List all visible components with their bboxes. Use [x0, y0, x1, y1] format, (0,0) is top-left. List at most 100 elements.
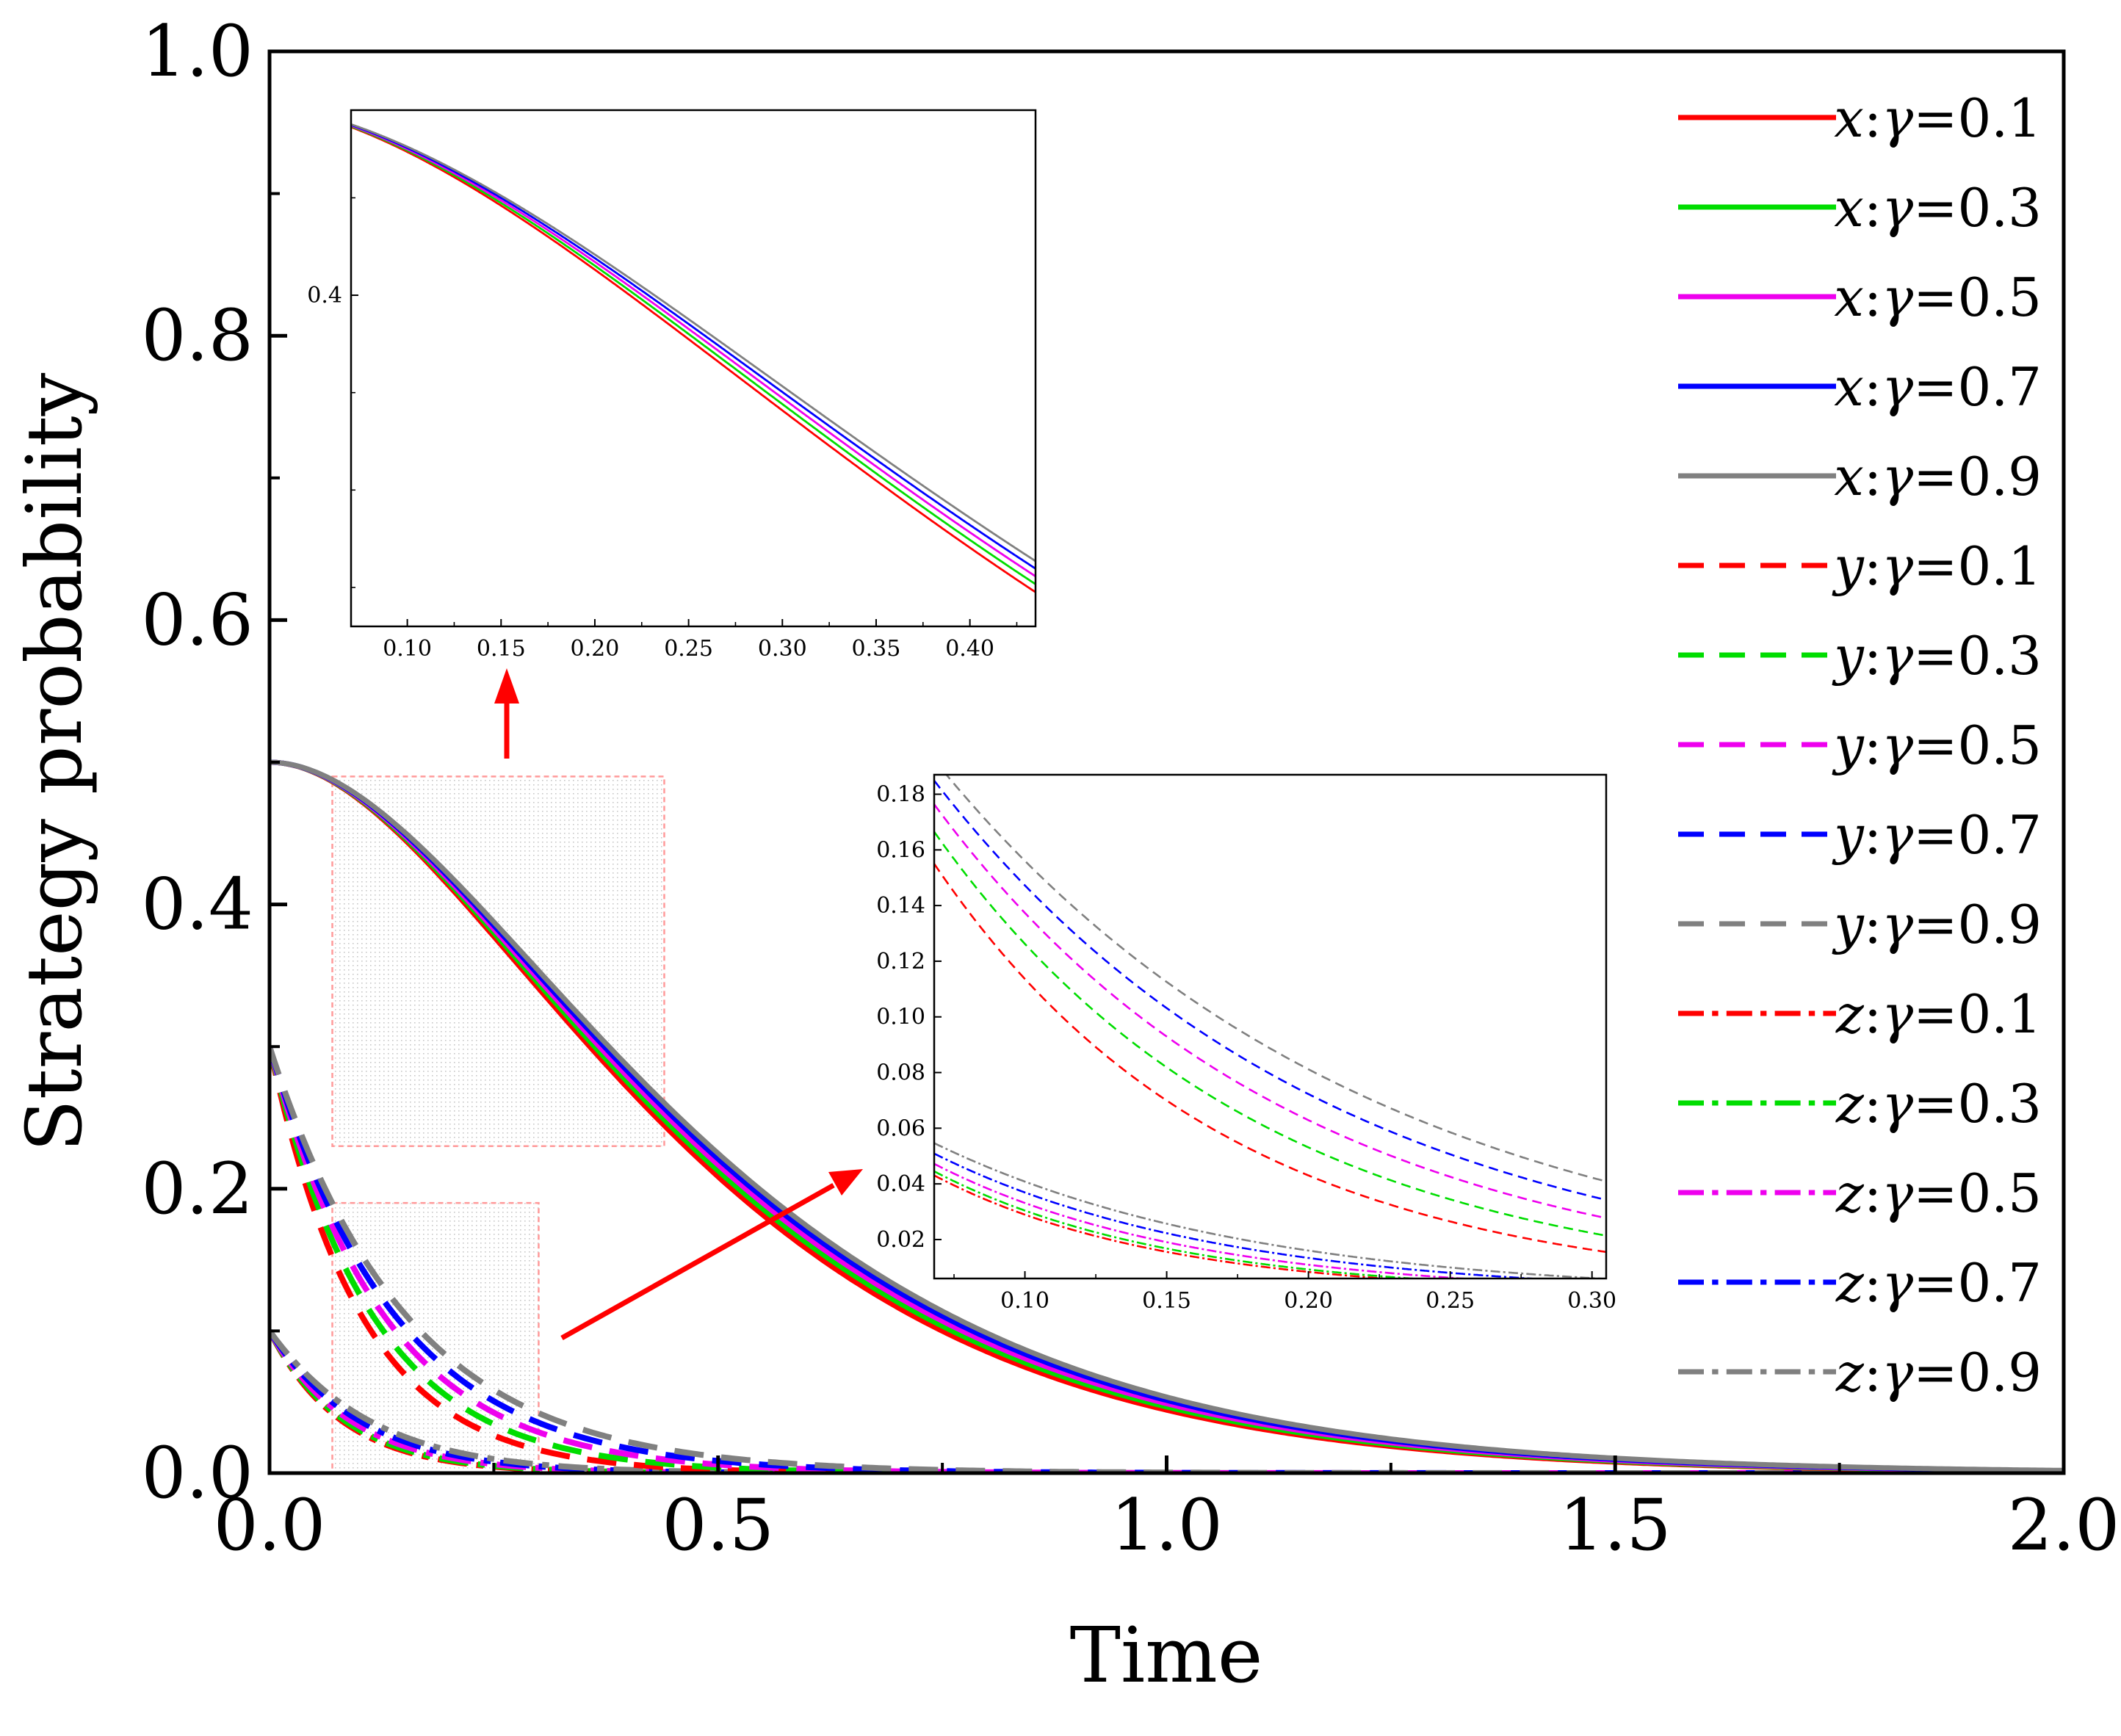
- inset-x-background: [351, 110, 1036, 626]
- main-series-x-gamma-0.9: [270, 759, 2064, 1473]
- inset-x-x-tick-label: 0.35: [852, 636, 901, 662]
- inset-yz-x-tick-label: 0.30: [1567, 1288, 1616, 1314]
- legend-label: y:γ=0.3: [1832, 625, 2042, 687]
- y-axis-title: Strategy probability: [10, 372, 99, 1151]
- arrowhead-up: [494, 668, 519, 704]
- legend-item: z:γ=0.3: [1678, 1073, 2042, 1135]
- inset-yz-curves: [934, 775, 1606, 1279]
- inset-x-x-tick-label: 0.40: [945, 636, 994, 662]
- legend-item: x:γ=0.7: [1678, 356, 2042, 418]
- legend-item: x:γ=0.5: [1678, 267, 2042, 328]
- inset-yz-series-z-gamma-0.7: [934, 1152, 1547, 1279]
- y-tick-label: 0.0: [141, 1432, 253, 1514]
- legend-item: z:γ=0.5: [1678, 1162, 2042, 1224]
- legend-item: z:γ=0.1: [1678, 983, 2042, 1045]
- x-tick-label: 0.0: [214, 1484, 326, 1566]
- legend-label: z:γ=0.7: [1835, 1252, 2042, 1314]
- inset-x-x-tick-label: 0.25: [664, 636, 713, 662]
- legend-item: y:γ=0.7: [1678, 804, 2042, 866]
- inset-x-series-x-gamma-0.7: [351, 123, 1036, 570]
- inset-yz-series-y-gamma-0.3: [934, 831, 1606, 1237]
- legend-label: y:γ=0.7: [1832, 804, 2042, 866]
- inset-yz-ticks: 0.10 0.15 0.20 0.25 0.30 0.02 0.04 0.06 0.08 0.10…: [876, 782, 1616, 1314]
- legend-label: x:γ=0.9: [1834, 446, 2042, 507]
- legend-label: z:γ=0.1: [1835, 983, 2042, 1045]
- inset-yz-frame: [933, 773, 1608, 1280]
- inset-x-curves: [351, 123, 1036, 593]
- inset-yz-y-tick-label: 0.04: [876, 1171, 925, 1197]
- legend-item: z:γ=0.7: [1678, 1252, 2042, 1314]
- inset-x-x-tick-label: 0.20: [571, 636, 620, 662]
- legend-label: y:γ=0.1: [1832, 535, 2042, 597]
- inset-x-series-x-gamma-0.9: [351, 123, 1036, 563]
- main-series-y-gamma-0.5: [270, 1046, 2064, 1473]
- inset-yz-y-tick-label: 0.08: [876, 1060, 925, 1086]
- y-tick-label: 0.6: [141, 579, 253, 661]
- legend-label: y:γ=0.9: [1832, 894, 2042, 955]
- inset-yz-x-tick-label: 0.10: [1000, 1288, 1049, 1314]
- zoom-regions: [331, 775, 665, 1475]
- x-tick-label: 1.5: [1559, 1484, 1672, 1566]
- main-series-z-gamma-0.9: [270, 1329, 2064, 1473]
- inset-yz-y-tick-label: 0.18: [876, 782, 925, 808]
- legend-item: y:γ=0.9: [1678, 894, 2042, 955]
- legend-label: x:γ=0.5: [1834, 267, 2042, 328]
- inset-yz-series-y-gamma-0.7: [934, 780, 1606, 1201]
- x-axis-title: Time: [1070, 1610, 1263, 1700]
- legend-item: y:γ=0.3: [1678, 625, 2042, 687]
- y-tick-label: 0.8: [141, 294, 253, 377]
- inset-x-series-x-gamma-0.5: [351, 124, 1036, 577]
- x-tick-label: 1.0: [1110, 1484, 1223, 1566]
- legend-item: y:γ=0.5: [1678, 715, 2042, 776]
- inset-x-x-tick-label: 0.10: [383, 636, 432, 662]
- inset-yz-series-z-gamma-0.3: [934, 1170, 1426, 1279]
- inset-yz-series-z-gamma-0.5: [934, 1162, 1478, 1279]
- legend-label: x:γ=0.1: [1834, 87, 2042, 149]
- legend-label: y:γ=0.5: [1832, 715, 2042, 776]
- legend-item: x:γ=0.9: [1678, 446, 2042, 507]
- inset-yz-background: [934, 775, 1606, 1279]
- inset-yz-x-tick-label: 0.25: [1426, 1288, 1475, 1314]
- zoom-arrows: [494, 668, 863, 1341]
- inset-x-zoom: 0.10 0.15 0.20 0.25 0.30 0.35 0.40 0.4: [307, 109, 1037, 662]
- legend-item: y:γ=0.1: [1678, 535, 2042, 597]
- inset-x-series-x-gamma-0.3: [351, 125, 1036, 585]
- main-axis-ticks: 0.0 0.5 1.0 1.5 2.0 0.0 0.2 0.4 0.6 0.8 1.0: [141, 10, 2120, 1566]
- inset-yz-y-tick-label: 0.14: [876, 893, 925, 919]
- legend: x:γ=0.1 x:γ=0.3 x:γ=0.5 x:γ=0.7 x:γ=0.9 y:γ=0…: [1678, 87, 2042, 1403]
- inset-yz-x-tick-label: 0.20: [1284, 1288, 1333, 1314]
- legend-item: x:γ=0.3: [1678, 177, 2042, 239]
- legend-item: z:γ=0.9: [1678, 1342, 2042, 1403]
- main-plot: 0.0 0.5 1.0 1.5 2.0 0.0 0.2 0.4 0.6 0.8 1.0 Time S…: [10, 10, 2120, 1700]
- legend-item: x:γ=0.1: [1678, 87, 2042, 149]
- x-tick-label: 0.5: [662, 1484, 774, 1566]
- inset-x-x-tick-label: 0.30: [758, 636, 807, 662]
- inset-x-series-x-gamma-0.1: [351, 126, 1036, 593]
- legend-label: z:γ=0.3: [1835, 1073, 2042, 1135]
- legend-label: z:γ=0.5: [1835, 1162, 2042, 1224]
- inset-x-frame: [350, 109, 1037, 628]
- inset-x-x-tick-label: 0.15: [477, 636, 526, 662]
- inset-yz-y-tick-label: 0.12: [876, 949, 925, 974]
- inset-yz-y-tick-label: 0.16: [876, 837, 925, 863]
- y-tick-label: 0.4: [141, 864, 253, 946]
- x-tick-label: 2.0: [2008, 1484, 2120, 1566]
- inset-yz-y-tick-label: 0.10: [876, 1005, 925, 1030]
- legend-label: x:γ=0.7: [1834, 356, 2042, 418]
- inset-yz-zoom: 0.10 0.15 0.20 0.25 0.30 0.02 0.04 0.06 0.08 0.10…: [876, 773, 1616, 1314]
- y-tick-label: 1.0: [141, 10, 253, 93]
- inset-yz-y-tick-label: 0.06: [876, 1115, 925, 1141]
- legend-label: z:γ=0.9: [1835, 1342, 2042, 1403]
- inset-yz-series-z-gamma-0.1: [934, 1174, 1398, 1279]
- arrow-to-inset-yz: [560, 1182, 835, 1341]
- inset-yz-series-z-gamma-0.9: [934, 1142, 1606, 1279]
- inset-yz-y-tick-label: 0.02: [876, 1227, 925, 1253]
- legend-label: x:γ=0.3: [1834, 177, 2042, 239]
- inset-yz-x-tick-label: 0.15: [1142, 1288, 1191, 1314]
- inset-yz-series-y-gamma-0.1: [934, 863, 1606, 1254]
- arrowhead-right: [828, 1169, 863, 1196]
- y-tick-label: 0.2: [141, 1148, 253, 1230]
- main-series-y-gamma-0.1: [270, 1046, 2064, 1473]
- inset-x-ticks: 0.10 0.15 0.20 0.25 0.30 0.35 0.40 0.4: [307, 197, 1018, 662]
